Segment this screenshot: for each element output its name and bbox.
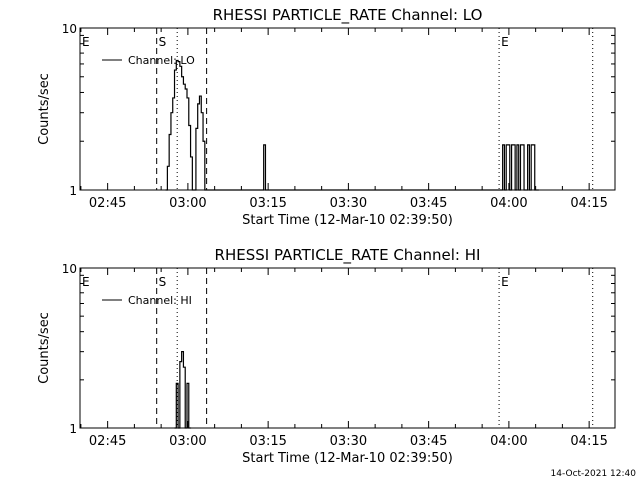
x-axis-label: Start Time (12-Mar-10 02:39:50)	[242, 213, 453, 228]
series-line	[165, 59, 539, 191]
chart-title: RHESSI PARTICLE_RATE Channel: HI	[215, 246, 481, 265]
x-tick-label: 04:00	[490, 434, 527, 449]
y-tick-label: 10	[62, 22, 77, 36]
x-tick-label: 02:45	[89, 434, 126, 449]
event-marker-label: S	[159, 35, 167, 49]
legend-label: Channel: HI	[128, 294, 192, 307]
x-tick-label: 03:45	[410, 434, 447, 449]
y-axis-label: Counts/sec	[37, 73, 52, 145]
x-tick-label: 03:15	[249, 196, 286, 211]
event-marker-label: S	[159, 275, 167, 289]
event-marker-label: E	[82, 275, 90, 289]
x-tick-label: 03:45	[410, 196, 447, 211]
x-tick-label: 04:15	[570, 196, 607, 211]
x-tick-label: 02:45	[89, 196, 126, 211]
chart-title: RHESSI PARTICLE_RATE Channel: LO	[213, 6, 483, 25]
x-axis-label: Start Time (12-Mar-10 02:39:50)	[242, 451, 453, 466]
plot-frame	[79, 267, 616, 429]
x-tick-label: 03:30	[330, 434, 367, 449]
y-axis-label: Counts/sec	[37, 312, 52, 384]
y-tick-label: 10	[62, 262, 77, 276]
event-marker-label: E	[501, 275, 509, 289]
event-marker-label: E	[82, 35, 90, 49]
event-marker-label: E	[501, 35, 509, 49]
x-tick-label: 03:30	[330, 196, 367, 211]
x-tick-label: 03:00	[169, 434, 206, 449]
timestamp: 14-Oct-2021 12:40	[551, 469, 637, 479]
y-tick-label: 1	[69, 422, 77, 436]
x-tick-label: 04:15	[570, 434, 607, 449]
series-line	[174, 351, 192, 429]
x-tick-label: 04:00	[490, 196, 527, 211]
y-tick-label: 1	[69, 184, 77, 198]
legend-label: Channel: LO	[128, 54, 195, 67]
x-tick-label: 03:15	[249, 434, 286, 449]
x-tick-label: 03:00	[169, 196, 206, 211]
